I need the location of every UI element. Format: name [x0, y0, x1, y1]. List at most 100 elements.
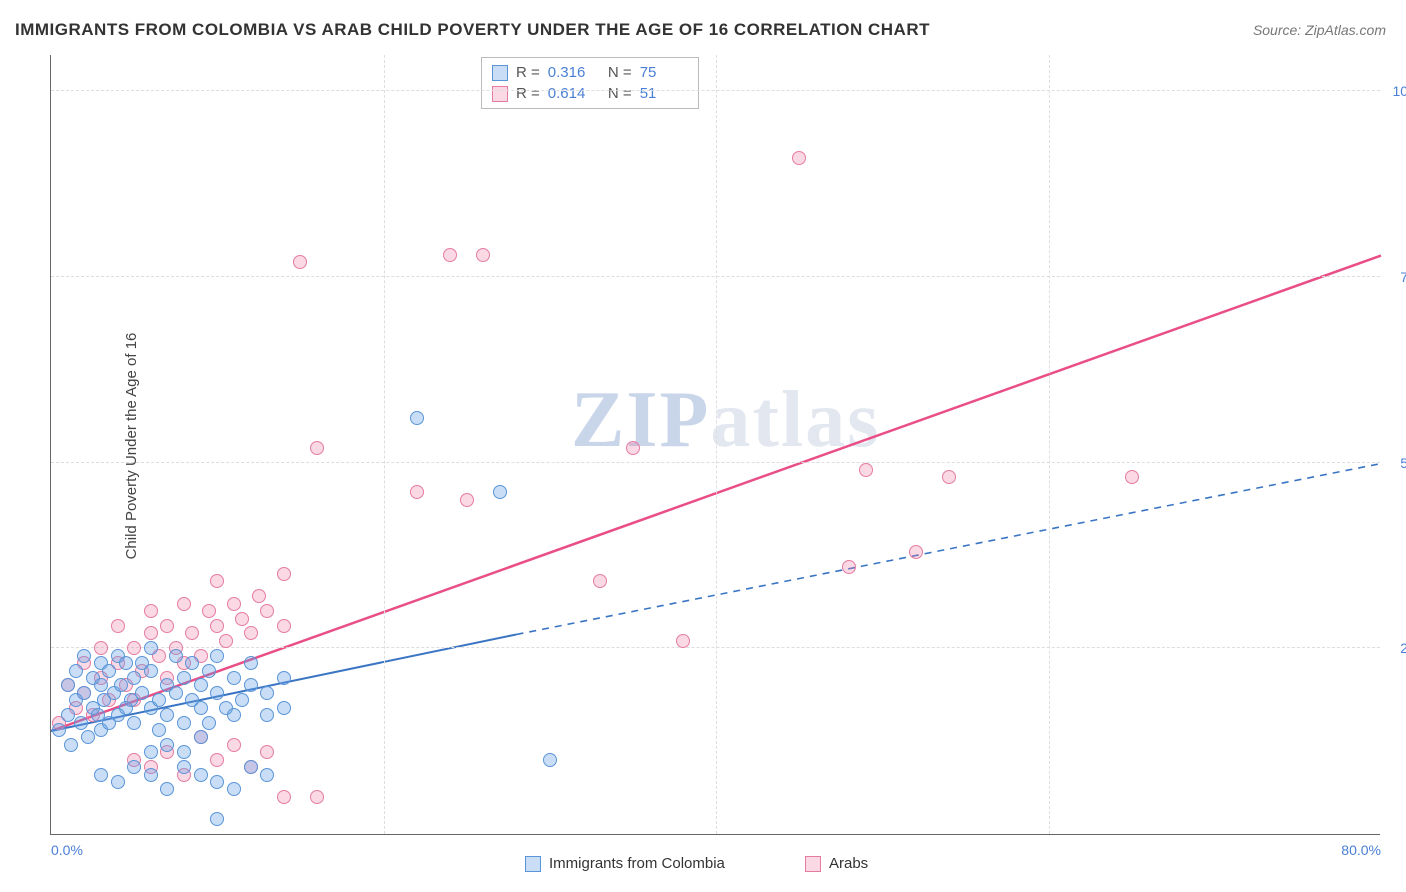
data-point-blue — [277, 671, 291, 685]
data-point-blue — [260, 768, 274, 782]
data-point-blue — [111, 775, 125, 789]
data-point-blue — [77, 649, 91, 663]
data-point-pink — [942, 470, 956, 484]
watermark-zip: ZIP — [571, 376, 710, 464]
data-point-pink — [676, 634, 690, 648]
gridline-v — [384, 55, 385, 834]
data-point-pink — [277, 619, 291, 633]
legend-blue-label: Immigrants from Colombia — [549, 855, 725, 872]
data-point-blue — [127, 760, 141, 774]
x-tick-min: 0.0% — [51, 842, 83, 858]
data-point-pink — [252, 589, 266, 603]
data-point-pink — [310, 441, 324, 455]
data-point-pink — [177, 597, 191, 611]
data-point-pink — [476, 248, 490, 262]
data-point-pink — [210, 753, 224, 767]
data-point-pink — [593, 574, 607, 588]
data-point-blue — [177, 716, 191, 730]
stat-label-r: R = — [516, 64, 540, 81]
data-point-blue — [144, 664, 158, 678]
data-point-blue — [114, 678, 128, 692]
stat-r-pink: 0.614 — [548, 85, 596, 102]
data-point-pink — [792, 151, 806, 165]
data-point-blue — [52, 723, 66, 737]
stat-n-blue: 75 — [640, 64, 688, 81]
data-point-blue — [177, 745, 191, 759]
data-point-blue — [194, 701, 208, 715]
data-point-blue — [194, 768, 208, 782]
data-point-pink — [144, 604, 158, 618]
data-point-blue — [277, 701, 291, 715]
data-point-blue — [81, 730, 95, 744]
data-point-blue — [210, 649, 224, 663]
data-point-blue — [543, 753, 557, 767]
data-point-blue — [410, 411, 424, 425]
stat-n-pink: 51 — [640, 85, 688, 102]
stat-label-n: N = — [604, 85, 632, 102]
stats-row-blue: R = 0.316 N = 75 — [492, 62, 688, 83]
data-point-blue — [144, 641, 158, 655]
gridline-v — [1049, 55, 1050, 834]
data-point-pink — [185, 626, 199, 640]
data-point-pink — [227, 597, 241, 611]
data-point-pink — [909, 545, 923, 559]
stats-row-pink: R = 0.614 N = 51 — [492, 83, 688, 104]
y-tick-label: 25.0% — [1385, 640, 1406, 656]
data-point-pink — [111, 619, 125, 633]
data-point-blue — [169, 649, 183, 663]
swatch-pink-icon — [805, 856, 821, 872]
data-point-blue — [127, 716, 141, 730]
data-point-pink — [144, 626, 158, 640]
data-point-blue — [144, 745, 158, 759]
data-point-blue — [177, 671, 191, 685]
data-point-pink — [219, 634, 233, 648]
data-point-pink — [859, 463, 873, 477]
swatch-blue-icon — [492, 65, 508, 81]
source-attribution: Source: ZipAtlas.com — [1253, 22, 1386, 38]
data-point-blue — [260, 686, 274, 700]
data-point-blue — [64, 738, 78, 752]
chart-title: IMMIGRANTS FROM COLOMBIA VS ARAB CHILD P… — [15, 20, 930, 40]
y-tick-label: 50.0% — [1385, 455, 1406, 471]
legend-blue: Immigrants from Colombia — [525, 855, 725, 872]
data-point-blue — [202, 664, 216, 678]
data-point-blue — [160, 738, 174, 752]
correlation-stats-box: R = 0.316 N = 75 R = 0.614 N = 51 — [481, 57, 699, 109]
data-point-blue — [77, 686, 91, 700]
data-point-blue — [127, 671, 141, 685]
data-point-blue — [61, 678, 75, 692]
data-point-pink — [127, 641, 141, 655]
data-point-pink — [410, 485, 424, 499]
data-point-blue — [227, 708, 241, 722]
data-point-blue — [61, 708, 75, 722]
data-point-blue — [210, 775, 224, 789]
data-point-pink — [94, 641, 108, 655]
data-point-blue — [94, 768, 108, 782]
data-point-pink — [443, 248, 457, 262]
data-point-pink — [842, 560, 856, 574]
data-point-pink — [235, 612, 249, 626]
stat-label-r: R = — [516, 85, 540, 102]
y-tick-label: 75.0% — [1385, 269, 1406, 285]
data-point-blue — [69, 664, 83, 678]
stat-r-blue: 0.316 — [548, 64, 596, 81]
data-point-blue — [227, 671, 241, 685]
data-point-pink — [210, 574, 224, 588]
swatch-blue-icon — [525, 856, 541, 872]
data-point-pink — [1125, 470, 1139, 484]
y-tick-label: 100.0% — [1385, 83, 1406, 99]
data-point-blue — [177, 760, 191, 774]
data-point-pink — [160, 619, 174, 633]
data-point-blue — [260, 708, 274, 722]
data-point-blue — [210, 812, 224, 826]
watermark-rest: atlas — [710, 376, 880, 464]
data-point-blue — [493, 485, 507, 499]
data-point-pink — [277, 790, 291, 804]
data-point-blue — [160, 782, 174, 796]
data-point-pink — [260, 604, 274, 618]
trendline-blue-dashed — [517, 464, 1382, 635]
legend-pink: Arabs — [805, 855, 868, 872]
stat-label-n: N = — [604, 64, 632, 81]
data-point-blue — [202, 716, 216, 730]
x-tick-max: 80.0% — [1341, 842, 1381, 858]
